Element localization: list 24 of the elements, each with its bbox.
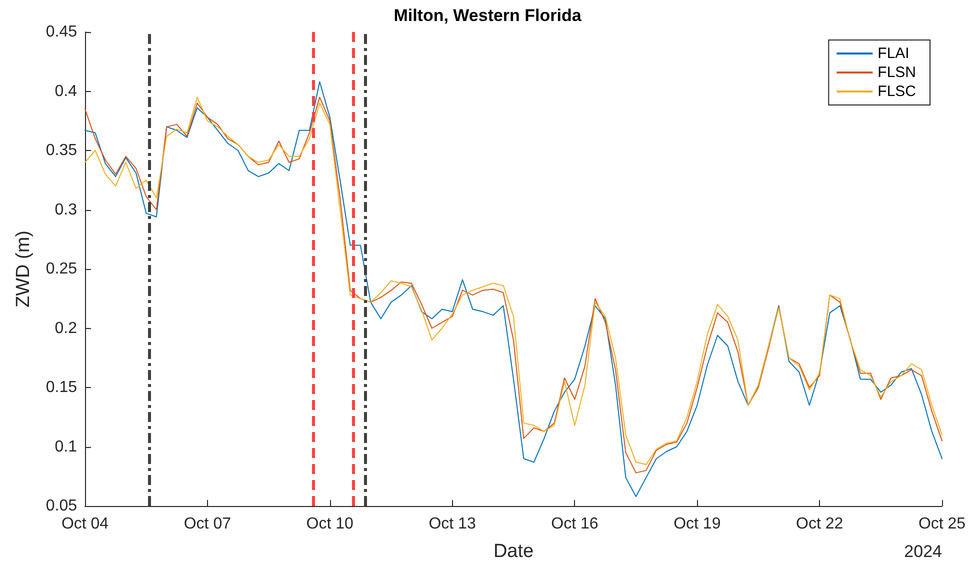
x-axis-title: Date	[493, 541, 534, 562]
x-tick-label: Oct 07	[184, 516, 232, 532]
x-tick-label: Oct 19	[674, 516, 721, 532]
legend-label: FLSN	[878, 64, 916, 81]
y-tick-label: 0.45	[46, 24, 78, 40]
x-tick-label: Oct 10	[306, 516, 354, 532]
legend-label: FLSC	[878, 83, 916, 100]
y-tick-label: 0.1	[54, 438, 78, 456]
chart-title: Milton, Western Florida	[394, 6, 582, 25]
y-tick-label: 0.25	[46, 260, 78, 278]
y-tick-label: 0.15	[46, 379, 78, 396]
y-tick-label: 0.3	[54, 201, 78, 218]
y-tick-label: 0.2	[54, 320, 78, 337]
x-tick-label: Oct 25	[918, 516, 966, 532]
legend-label: FLAI	[878, 45, 910, 62]
x-tick-label: Oct 04	[61, 516, 109, 532]
y-tick-label: 0.4	[54, 82, 78, 100]
y-axis-title: ZWD (m)	[13, 230, 34, 308]
y-tick-label: 0.05	[46, 498, 78, 514]
x-tick-label: Oct 22	[796, 516, 844, 532]
x-tick-label: Oct 16	[551, 516, 598, 532]
text: 2024	[904, 542, 942, 561]
x-tick-label: Oct 13	[428, 516, 476, 532]
y-tick-label: 0.35	[46, 142, 78, 159]
